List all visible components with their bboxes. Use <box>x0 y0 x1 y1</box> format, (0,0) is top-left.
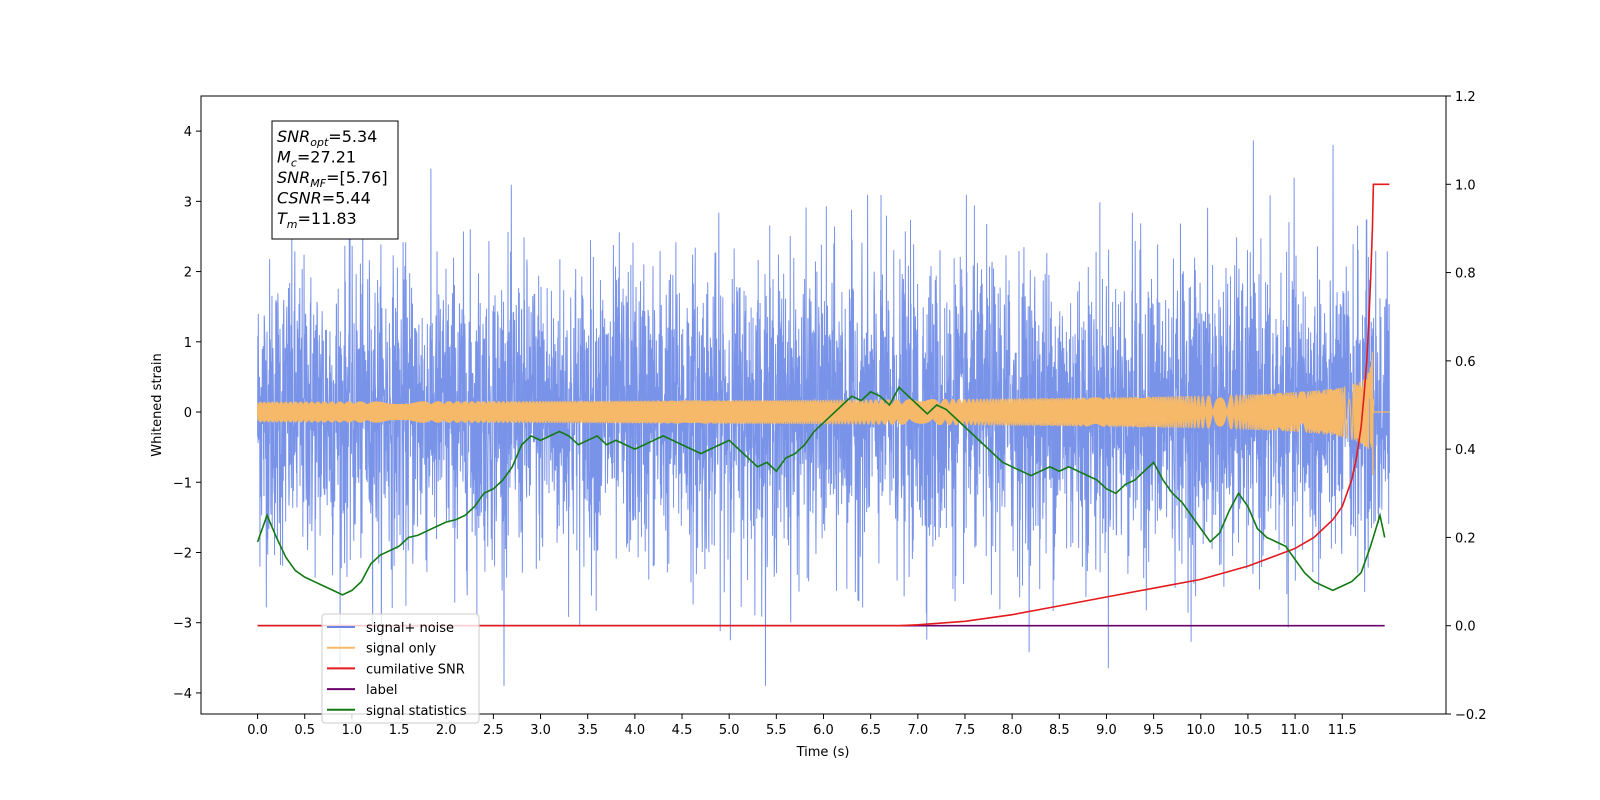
stats-symbol: T <box>277 209 288 228</box>
legend-label: label <box>366 683 397 698</box>
x-tick-label: 9.0 <box>1096 723 1117 738</box>
x-axis: 0.0 0.5 1.0 1.5 2.0 2.5 3.0 3.5 4.0 4.5 5.0 5.5 6.0 6… <box>247 714 1357 738</box>
x-tick-label: 5.0 <box>719 723 740 738</box>
x-tick-label: 5.5 <box>766 723 787 738</box>
x-tick-label: 6.5 <box>860 723 881 738</box>
stats-value: =5.34 <box>328 127 377 146</box>
stats-line: CSNR=5.44 <box>277 189 371 208</box>
legend-label: signal+ noise <box>366 621 454 636</box>
y-tick-label: 4 <box>184 125 192 140</box>
y2-tick-label: 1.0 <box>1455 178 1476 193</box>
x-tick-label: 3.0 <box>530 723 551 738</box>
stats-value: =5.44 <box>322 189 371 208</box>
y-tick-label: −2 <box>173 546 192 561</box>
y2-tick-label: 1.2 <box>1455 90 1476 105</box>
stats-symbol: SNR <box>277 168 310 187</box>
series-signal-statistics <box>256 386 1386 596</box>
stats-symbol: M <box>277 148 291 167</box>
x-tick-label: 1.0 <box>342 723 363 738</box>
stats-value: =[5.76] <box>326 168 388 187</box>
stats-line: Mc=27.21 <box>277 148 356 170</box>
stats-symbol: SNR <box>277 127 310 146</box>
y-tick-label: 1 <box>184 336 192 351</box>
stats-symbol: CSNR <box>277 189 322 208</box>
x-tick-label: 6.0 <box>813 723 834 738</box>
series-line-signal-only <box>256 351 1390 476</box>
x-tick-label: 7.0 <box>907 723 928 738</box>
x-tick-label: 11.0 <box>1281 723 1310 738</box>
x-tick-label: 2.5 <box>483 723 504 738</box>
stats-line: Tm=11.83 <box>277 209 357 231</box>
y-tick-label: −4 <box>173 687 192 702</box>
y2-tick-label: 0.0 <box>1455 620 1476 635</box>
stats-box-frame <box>271 120 399 240</box>
stats-value: =27.21 <box>297 148 356 167</box>
stats-line: SNRMF=[5.76] <box>277 168 388 190</box>
y2-tick-label: 0.4 <box>1455 443 1476 458</box>
series-signal-noise <box>257 140 1390 686</box>
x-tick-label: 10.0 <box>1186 723 1215 738</box>
stats-subscript: c <box>291 157 297 170</box>
x-tick-label: 1.5 <box>389 723 410 738</box>
x-tick-label: 0.5 <box>294 723 315 738</box>
stats-annotation-box: SNRopt=5.34Mc=27.21SNRMF=[5.76]CSNR=5.44… <box>271 120 399 240</box>
x-tick-label: 10.5 <box>1233 723 1262 738</box>
y-tick-label: −1 <box>173 476 192 491</box>
y2-tick-label: 0.8 <box>1455 267 1476 282</box>
x-tick-label: 7.5 <box>955 723 976 738</box>
y-axis-left: −4 −3 −2 −1 0 1 2 3 4 <box>173 125 201 702</box>
x-tick-label: 3.5 <box>577 723 598 738</box>
stats-subscript: m <box>287 218 298 231</box>
stats-line: SNRopt=5.34 <box>277 127 377 149</box>
legend-label: signal only <box>366 642 436 657</box>
y-tick-label: −3 <box>173 617 192 632</box>
y-axis-label: Whitened strain <box>150 353 165 456</box>
series-line-signal-statistics <box>256 386 1386 596</box>
series-signal-only <box>256 351 1390 476</box>
y2-tick-label: 0.6 <box>1455 355 1476 370</box>
y-tick-label: 0 <box>184 406 192 421</box>
legend-label: signal statistics <box>366 704 467 719</box>
x-axis-label: Time (s) <box>796 745 850 760</box>
stats-subscript: opt <box>310 136 329 149</box>
legend: signal+ noise signal only cumilative SNR la… <box>321 613 480 724</box>
x-tick-label: 8.0 <box>1002 723 1023 738</box>
x-tick-label: 2.0 <box>436 723 457 738</box>
y2-tick-label: 0.2 <box>1455 531 1476 546</box>
x-tick-label: 4.0 <box>625 723 646 738</box>
legend-frame <box>321 613 480 724</box>
legend-label: cumilative SNR <box>366 662 465 677</box>
x-tick-label: 11.5 <box>1328 723 1357 738</box>
y2-tick-label: −0.2 <box>1455 708 1487 723</box>
x-tick-label: 0.0 <box>247 723 268 738</box>
y-tick-label: 3 <box>184 195 192 210</box>
series-cumulative-snr <box>257 183 1390 627</box>
series-line-cumulative-snr <box>257 183 1390 627</box>
x-tick-label: 9.5 <box>1143 723 1164 738</box>
series-line-signal-noise <box>257 140 1390 686</box>
stats-value: =11.83 <box>298 209 357 228</box>
stats-subscript: MF <box>310 177 326 190</box>
y-axis-right: −0.2 0.0 0.2 0.4 0.6 0.8 1.0 1.2 <box>1446 90 1487 723</box>
x-tick-label: 4.5 <box>672 723 693 738</box>
y-tick-label: 2 <box>184 266 192 281</box>
x-tick-label: 8.5 <box>1049 723 1070 738</box>
